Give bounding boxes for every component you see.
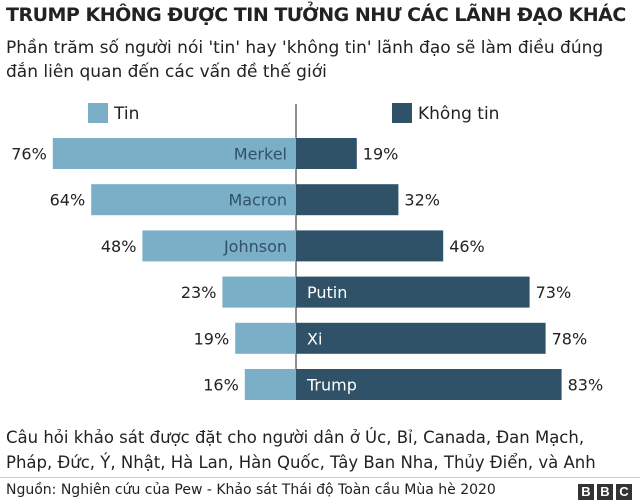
bar-no-trust bbox=[296, 184, 399, 216]
footnote-line-1: Câu hỏi khảo sát được đặt cho người dân … bbox=[6, 428, 585, 447]
data-label-trust: 76% bbox=[11, 145, 47, 164]
category-label: Putin bbox=[307, 283, 347, 302]
data-label-no-trust: 78% bbox=[552, 329, 588, 348]
data-label-trust: 64% bbox=[50, 191, 86, 210]
bbc-logo: B B C bbox=[578, 484, 632, 500]
category-label: Johnson bbox=[223, 237, 287, 256]
footnote-line-2: Pháp, Đức, Ý, Nhật, Hà Lan, Hàn Quốc, Tâ… bbox=[6, 453, 596, 472]
bar-no-trust bbox=[296, 138, 357, 169]
bar-trust bbox=[52, 138, 296, 169]
bar-trust bbox=[244, 369, 296, 400]
chart-subtitle: Phần trăm số người nói 'tin' hay 'không … bbox=[6, 38, 604, 82]
data-label-trust: 23% bbox=[181, 283, 217, 302]
bar-trust bbox=[222, 276, 296, 308]
source-text: Nguồn: Nghiên cứu của Pew - Khảo sát Thá… bbox=[6, 482, 496, 498]
diverging-bar-chart: Tin Không tin 76% 19% Merkel 64% 32% Macron 48%… bbox=[11, 103, 603, 400]
data-label-no-trust: 19% bbox=[363, 145, 399, 164]
bbc-logo-letter: B bbox=[597, 484, 613, 500]
data-label-trust: 16% bbox=[203, 376, 239, 395]
legend-swatch-no-trust bbox=[392, 103, 412, 123]
category-label: Trump bbox=[306, 376, 357, 395]
bar-trust bbox=[142, 230, 296, 262]
bar-no-trust bbox=[296, 230, 444, 262]
bar-no-trust bbox=[296, 276, 530, 308]
data-label-no-trust: 32% bbox=[404, 191, 440, 210]
data-label-no-trust: 46% bbox=[449, 237, 485, 256]
category-label: Merkel bbox=[234, 145, 287, 164]
category-label: Macron bbox=[228, 191, 287, 210]
chart-title: TRUMP KHÔNG ĐƯỢC TIN TƯỞNG NHƯ CÁC LÃNH … bbox=[6, 4, 626, 26]
legend-label-no-trust: Không tin bbox=[418, 104, 499, 124]
data-label-no-trust: 83% bbox=[568, 376, 604, 395]
legend-swatch-trust bbox=[88, 103, 108, 123]
footer-divider bbox=[0, 477, 640, 478]
data-label-trust: 19% bbox=[194, 329, 230, 348]
legend-label-trust: Tin bbox=[113, 104, 139, 124]
bbc-logo-letter: B bbox=[578, 484, 594, 500]
bar-trust bbox=[91, 184, 296, 216]
bar-no-trust bbox=[296, 322, 546, 354]
data-label-trust: 48% bbox=[101, 237, 137, 256]
bbc-logo-letter: C bbox=[616, 484, 632, 500]
category-label: Xi bbox=[307, 329, 322, 348]
data-label-no-trust: 73% bbox=[536, 283, 572, 302]
survey-footnote: Câu hỏi khảo sát được đặt cho người dân … bbox=[6, 425, 636, 475]
legend: Tin Không tin bbox=[88, 103, 499, 124]
bars-group: 76% 19% Merkel 64% 32% Macron 48% 46% Johnson 23%… bbox=[11, 138, 603, 400]
bar-no-trust bbox=[296, 369, 562, 400]
bar-trust bbox=[235, 322, 296, 354]
